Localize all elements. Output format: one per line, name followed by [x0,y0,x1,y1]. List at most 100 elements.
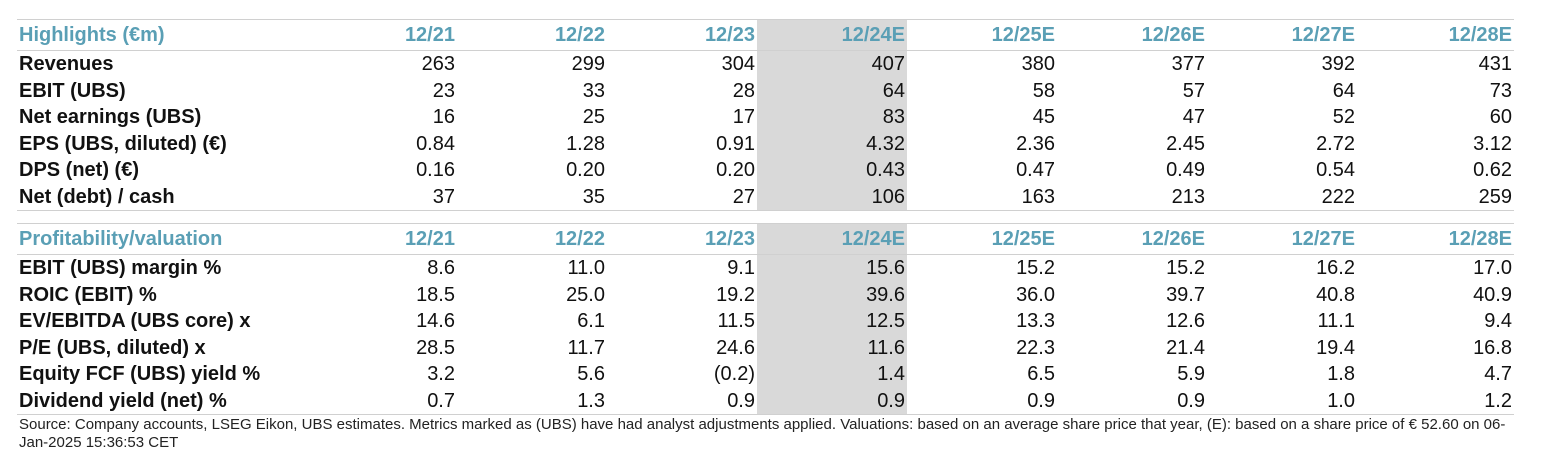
column-header: 12/27E [1207,223,1357,255]
value-cell: 16.2 [1316,257,1355,279]
value-cell: 213 [1057,183,1207,211]
value-cell: 28.5 [416,336,455,359]
column-header: 12/22 [457,223,607,255]
value-cell: 58 [1032,79,1055,102]
value-cell: 5.9 [1177,363,1205,385]
value-cell: 39.7 [1166,283,1205,306]
value-cell: 27 [607,183,757,211]
row-label: Dividend yield (net) % [17,387,307,415]
column-header: 12/26E [1057,19,1207,51]
column-header: 12/23 [607,223,757,255]
table-row: EBIT (UBS) margin % 8.6 11.0 9.1 15.6 15.2 15.… [17,254,1514,282]
value-cell: 259 [1357,183,1514,211]
estimate-value-cell: 4.32 [757,130,907,157]
value-cell: 0.62 [1473,159,1512,181]
value-cell: 40.9 [1473,283,1512,306]
value-cell: 73 [1489,79,1512,102]
estimate-value-cell: 11.6 [757,334,907,361]
value-cell: 380 [1021,53,1055,75]
value-cell: 3.12 [1473,132,1512,155]
value-cell: 17 [732,106,755,128]
row-label: Net earnings (UBS) [19,106,202,128]
row-label: EBIT (UBS) margin % [19,257,222,279]
value-cell: 6.5 [1027,363,1055,385]
value-cell: 13.3 [1016,310,1055,332]
value-cell: 57 [1182,79,1205,102]
table-row: Net earnings (UBS) 16 25 17 83 45 47 52 60 [17,104,1514,131]
column-header: 12/21 [307,223,457,255]
value-cell: 14.6 [416,310,455,332]
value-cell: 377 [1171,53,1205,75]
value-cell: 22.3 [1016,336,1055,359]
value-cell: 16 [432,106,455,128]
estimate-value-cell: 15.6 [757,254,907,282]
column-header: 12/22 [457,19,607,51]
column-header: 12/21 [307,19,457,51]
highlights-title: Highlights (€m) [17,19,307,51]
value-cell: 0.84 [416,132,455,155]
value-cell: 11.0 [567,257,605,279]
row-label: DPS (net) (€) [19,159,139,181]
estimate-value-cell: 83 [757,104,907,131]
value-cell: 12.6 [1166,310,1205,332]
value-cell: 0.49 [1166,159,1205,181]
table-row: Revenues 263 299 304 407 380 377 392 431 [17,50,1514,78]
value-cell: 0.16 [416,159,455,181]
value-cell: 15.2 [1016,257,1055,279]
value-cell: 11.1 [1317,310,1355,332]
column-header: 12/26E [1057,223,1207,255]
column-header: 12/23 [607,19,757,51]
value-cell: 263 [421,53,455,75]
value-cell: 9.1 [727,257,755,279]
value-cell: 11.7 [567,336,605,359]
value-cell: 64 [1332,79,1355,102]
table-row: EPS (UBS, diluted) (€) 0.84 1.28 0.91 4.32 2.… [17,130,1514,157]
highlights-table: Highlights (€m) 12/21 12/22 12/23 12/24E… [17,19,1514,211]
row-label: P/E (UBS, diluted) x [19,336,206,359]
value-cell: 0.20 [716,159,755,181]
value-cell: 431 [1478,53,1512,75]
value-cell: 1.8 [1327,363,1355,385]
value-cell: 5.6 [577,363,605,385]
value-cell: 36.0 [1016,283,1055,306]
estimate-value-cell: 12.5 [757,308,907,335]
table-row: EBIT (UBS) 23 33 28 64 58 57 64 73 [17,77,1514,104]
column-header: 12/28E [1357,19,1514,51]
estimate-value-cell: 407 [757,50,907,78]
table-row: EV/EBITDA (UBS core) x 14.6 6.1 11.5 12.5 13.… [17,308,1514,335]
value-cell: 35 [457,183,607,211]
highlights-header-row: Highlights (€m) 12/21 12/22 12/23 12/24E… [17,19,1514,51]
value-cell: 52 [1332,106,1355,128]
value-cell: 23 [432,79,455,102]
value-cell: 16.8 [1473,336,1512,359]
table-row: Net (debt) / cash 37 35 27 106 163 213 222 259 [17,183,1514,211]
value-cell: 47 [1182,106,1205,128]
value-cell: 40.8 [1316,283,1355,306]
value-cell: 9.4 [1484,310,1512,332]
value-cell: 1.0 [1207,387,1357,415]
value-cell: 19.4 [1316,336,1355,359]
row-label: Revenues [19,53,114,75]
value-cell: 3.2 [427,363,455,385]
value-cell: 0.54 [1316,159,1355,181]
value-cell: 45 [1032,106,1055,128]
estimate-value-cell: 1.4 [757,361,907,388]
value-cell: 28 [732,79,755,102]
value-cell: 15.2 [1166,257,1205,279]
value-cell: 21.4 [1166,336,1205,359]
value-cell: 25.0 [566,283,605,306]
table-row: P/E (UBS, diluted) x 28.5 11.7 24.6 11.6 22.3… [17,334,1514,361]
value-cell: 1.3 [457,387,607,415]
estimate-value-cell: 64 [757,77,907,104]
profitability-table: Profitability/valuation 12/21 12/22 12/2… [17,223,1514,415]
value-cell: 222 [1207,183,1357,211]
value-cell: 33 [582,79,605,102]
estimate-value-cell: 0.9 [757,387,907,415]
value-cell: 163 [907,183,1057,211]
value-cell: 0.91 [716,132,755,155]
row-label: ROIC (EBIT) % [19,283,157,306]
value-cell: 2.45 [1166,132,1205,155]
column-header: 12/25E [907,19,1057,51]
column-header-estimate: 12/24E [757,19,907,51]
value-cell: 2.72 [1316,132,1355,155]
